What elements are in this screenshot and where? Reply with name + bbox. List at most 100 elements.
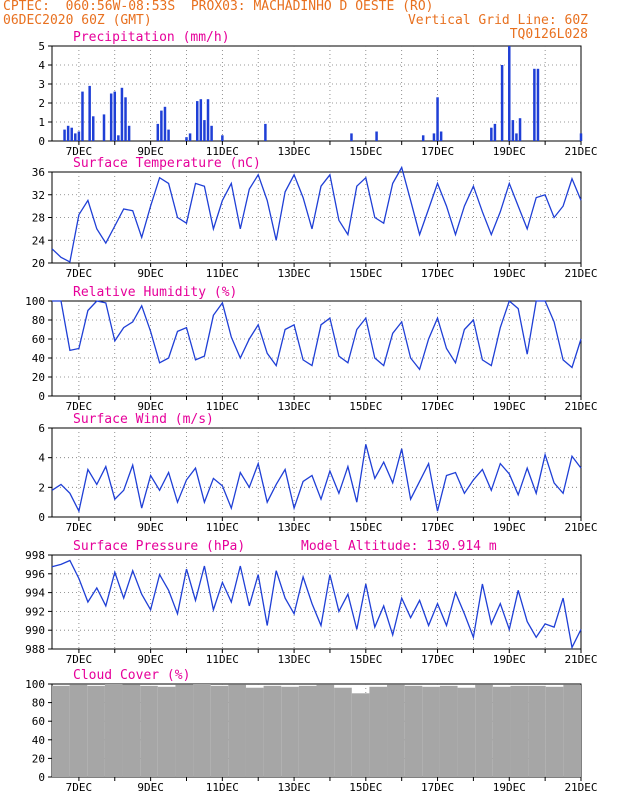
bar bbox=[245, 687, 264, 777]
x-tick-label: 19DEC bbox=[493, 781, 526, 794]
x-tick-label: 17DEC bbox=[421, 400, 454, 413]
x-tick-label: 13DEC bbox=[278, 781, 311, 794]
bar bbox=[536, 68, 540, 141]
y-tick-label: 992 bbox=[25, 605, 45, 618]
y-tick-label: 0 bbox=[38, 135, 45, 148]
bar bbox=[124, 97, 127, 141]
header-line1: CPTEC: 060:56W-08:53S PROX03: MACHADINHO… bbox=[3, 0, 434, 14]
y-tick-label: 60 bbox=[32, 333, 45, 346]
bar bbox=[508, 46, 511, 141]
y-tick-label: 6 bbox=[38, 422, 45, 435]
bar bbox=[511, 120, 515, 141]
bar bbox=[122, 684, 141, 777]
y-tick-label: 20 bbox=[32, 257, 45, 270]
y-tick-label: 100 bbox=[25, 295, 45, 308]
x-tick-label: 13DEC bbox=[278, 400, 311, 413]
y-tick-label: 20 bbox=[32, 371, 45, 384]
panel-5: 0 20 40 60 80 100 7DEC 9DEC 11DEC 13DEC 15DEC 17DEC… bbox=[25, 668, 597, 794]
bar bbox=[421, 135, 425, 141]
series-line bbox=[52, 299, 582, 371]
bar bbox=[203, 120, 206, 141]
x-tick-label: 19DEC bbox=[493, 521, 526, 534]
y-tick-label: 100 bbox=[25, 678, 45, 691]
x-tick-label: 11DEC bbox=[206, 653, 239, 666]
x-tick-label: 7DEC bbox=[66, 400, 93, 413]
x-tick-label: 7DEC bbox=[66, 145, 93, 158]
x-tick-label: 13DEC bbox=[278, 653, 311, 666]
bar bbox=[163, 106, 167, 141]
bar bbox=[387, 684, 405, 777]
y-tick-label: 2 bbox=[38, 97, 45, 110]
bar bbox=[160, 110, 163, 141]
plot-frame bbox=[51, 427, 582, 518]
bar bbox=[193, 684, 211, 777]
x-tick-label: 11DEC bbox=[206, 781, 239, 794]
x-tick-label: 7DEC bbox=[66, 781, 93, 794]
panel-title: Relative Humidity (%) bbox=[73, 285, 237, 300]
y-tick-label: 80 bbox=[32, 314, 45, 327]
y-tick-label: 988 bbox=[25, 643, 45, 656]
x-tick-label: 17DEC bbox=[421, 653, 454, 666]
x-tick-label: 9DEC bbox=[137, 267, 164, 280]
y-tick-label: 36 bbox=[32, 166, 45, 179]
y-tick-label: 4 bbox=[38, 59, 45, 72]
bar bbox=[210, 125, 213, 141]
y-tick-label: 60 bbox=[32, 715, 45, 728]
plot-frame bbox=[51, 45, 582, 142]
series-line bbox=[51, 559, 582, 650]
bar bbox=[156, 123, 160, 141]
x-tick-label: 21DEC bbox=[564, 400, 597, 413]
x-tick-label: 11DEC bbox=[206, 267, 239, 280]
bar bbox=[563, 684, 581, 777]
bar bbox=[113, 91, 117, 141]
bar bbox=[109, 93, 113, 141]
bar bbox=[81, 91, 84, 141]
bar bbox=[518, 118, 522, 141]
bar bbox=[77, 131, 81, 141]
x-tick-label: 7DEC bbox=[66, 653, 93, 666]
panel-4: 988 990 992 994 996 998 7DEC 9DEC 11DEC 13DEC 15DE… bbox=[25, 539, 597, 666]
bar bbox=[351, 693, 370, 777]
y-tick-label: 20 bbox=[32, 752, 45, 765]
bar bbox=[533, 68, 536, 141]
x-tick-label: 17DEC bbox=[421, 521, 454, 534]
bar bbox=[350, 133, 353, 141]
x-tick-label: 19DEC bbox=[493, 145, 526, 158]
bar bbox=[120, 87, 124, 141]
x-tick-label: 17DEC bbox=[421, 145, 454, 158]
y-tick-label: 40 bbox=[32, 734, 45, 747]
y-tick-label: 2 bbox=[38, 481, 45, 494]
x-tick-label: 15DEC bbox=[349, 653, 382, 666]
bar bbox=[185, 137, 188, 141]
header-date: 06DEC2020 60Z (GMT) bbox=[3, 13, 152, 28]
panel-title: Cloud Cover (%) bbox=[73, 668, 190, 683]
bar bbox=[579, 133, 583, 141]
bar bbox=[188, 133, 192, 141]
x-tick-label: 13DEC bbox=[278, 267, 311, 280]
panel-0: 0 1 2 3 4 5 7DEC 9DEC 11DEC 13DEC 15DEC 17DEC 19DEC 2… bbox=[38, 30, 597, 158]
bar bbox=[490, 127, 493, 141]
panel-title: Precipitation (mm/h) bbox=[73, 30, 230, 45]
bar bbox=[422, 686, 440, 777]
x-tick-label: 17DEC bbox=[421, 267, 454, 280]
bar bbox=[117, 135, 120, 141]
bar bbox=[432, 133, 436, 141]
x-tick-label: 13DEC bbox=[278, 521, 311, 534]
bar bbox=[175, 684, 194, 777]
bar bbox=[69, 684, 88, 777]
bar bbox=[475, 684, 493, 777]
x-tick-label: 9DEC bbox=[137, 145, 164, 158]
panel-1: 20 24 28 32 36 7DEC 9DEC 11DEC 13DEC 15DEC 17DEC 19… bbox=[32, 156, 598, 280]
y-tick-label: 0 bbox=[38, 771, 45, 784]
x-tick-label: 15DEC bbox=[349, 267, 382, 280]
x-tick-label: 17DEC bbox=[421, 781, 454, 794]
bar bbox=[199, 99, 203, 141]
bar bbox=[228, 684, 246, 777]
bar bbox=[87, 685, 105, 777]
bar bbox=[140, 685, 158, 777]
bar bbox=[457, 687, 476, 777]
x-tick-label: 15DEC bbox=[349, 400, 382, 413]
bar bbox=[298, 685, 317, 777]
bar bbox=[316, 684, 335, 777]
